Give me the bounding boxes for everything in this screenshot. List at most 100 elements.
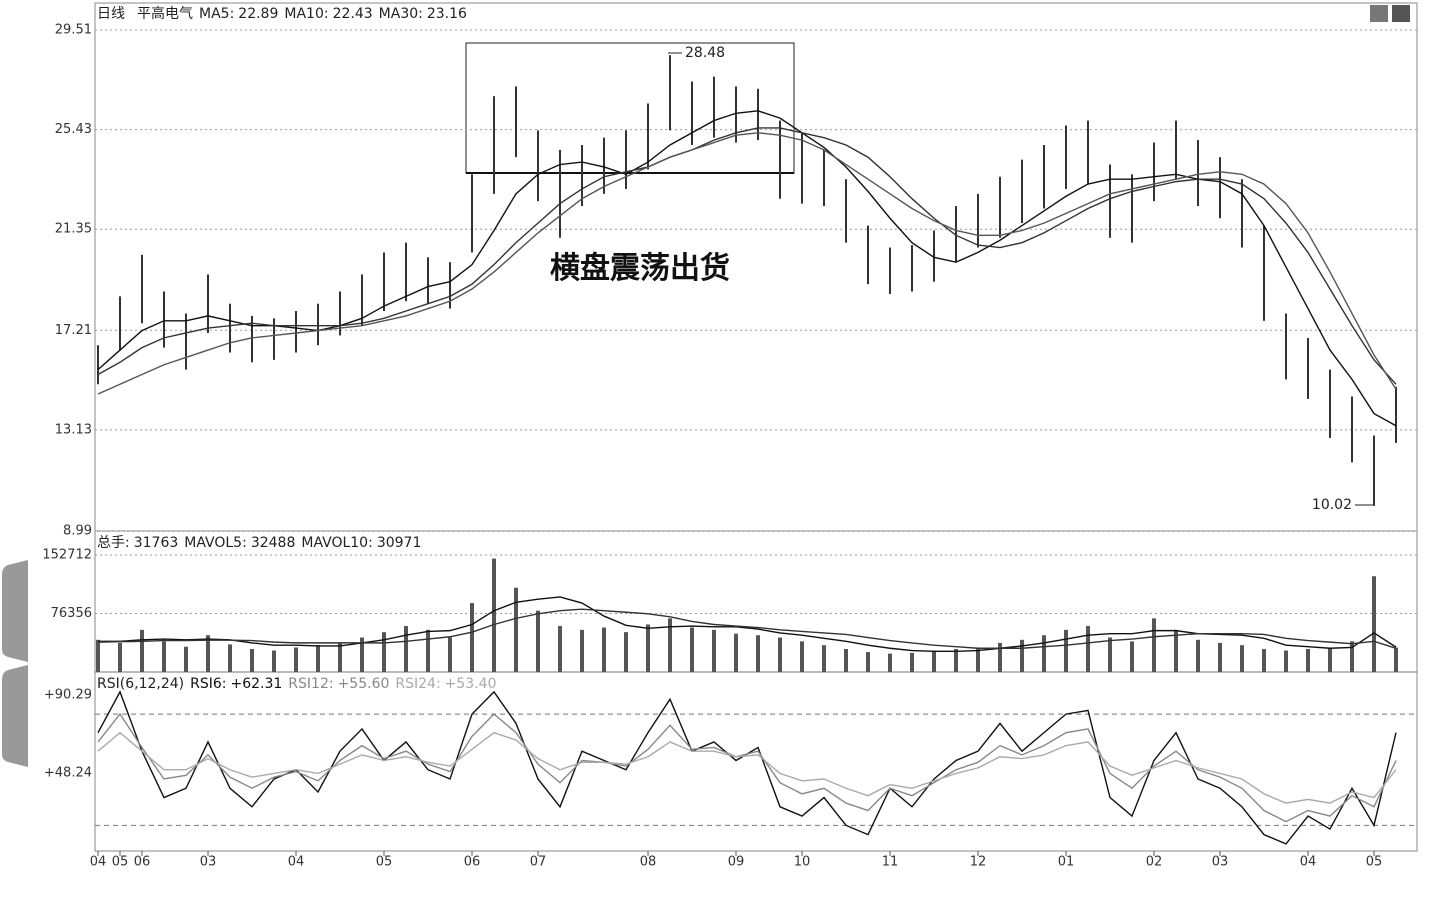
volume-bar: [1218, 642, 1222, 672]
volume-bar: [426, 629, 430, 672]
x-tick-label: 04: [288, 855, 305, 870]
volume-bar: [690, 627, 694, 672]
volume-bar: [844, 649, 848, 672]
readout-text: MA10:: [284, 6, 328, 22]
readout-text: MAVOL5:: [184, 535, 247, 551]
volume-bar: [1240, 645, 1244, 672]
x-tick-label: 12: [970, 855, 987, 870]
volume-bar: [1020, 639, 1024, 672]
y-tick-label: 17.21: [55, 323, 92, 338]
volume-bar: [1042, 635, 1046, 672]
volume-bar: [998, 642, 1002, 672]
volume-bar: [404, 626, 408, 672]
volume-bar: [1152, 618, 1156, 672]
volume-bar: [624, 632, 628, 672]
volume-bar: [1328, 647, 1332, 672]
volume-bar: [360, 637, 364, 672]
volume-bar: [470, 603, 474, 672]
readout-text: +62.31: [230, 676, 282, 692]
series-line: [97, 731, 1397, 804]
volume-bar: [514, 587, 518, 672]
volume-bar: [954, 649, 958, 672]
volume-bar: [118, 642, 122, 672]
volume-bar: [1174, 629, 1178, 672]
y-tick-label: 21.35: [55, 222, 92, 237]
volume-bar: [1350, 641, 1354, 672]
readout-text: RSI(6,12,24): [97, 676, 184, 692]
readout-text: 平高电气: [137, 5, 193, 22]
series-line: [97, 110, 1397, 427]
volume-bar: [888, 653, 892, 672]
x-tick-label: 03: [1212, 855, 1229, 870]
volume-bar: [1262, 649, 1266, 672]
readout-text: MA30:: [379, 6, 423, 22]
volume-bar: [1284, 650, 1288, 672]
volume-bar: [338, 642, 342, 672]
readout-text: RSI6:: [190, 676, 226, 692]
volume-bar: [382, 632, 386, 672]
volume-bar: [778, 637, 782, 672]
readout-text: 总手:: [97, 535, 130, 551]
y-tick-label: 152712: [42, 548, 92, 563]
side-tab[interactable]: [2, 560, 28, 662]
x-tick-label: 10: [794, 855, 811, 870]
volume-bar: [206, 635, 210, 672]
x-tick-label: 01: [1058, 855, 1075, 870]
volume-bar: [294, 647, 298, 672]
y-tick-label: 13.13: [55, 422, 92, 437]
readout-text: MAVOL10:: [301, 535, 372, 551]
y-tick-label: +48.24: [44, 765, 92, 780]
x-tick-label: 05: [1366, 855, 1383, 870]
readout-text: RSI24:: [395, 676, 440, 692]
y-tick-label: 76356: [51, 606, 92, 621]
y-tick-label: +90.29: [44, 688, 92, 703]
series-line: [97, 690, 1397, 845]
side-tab[interactable]: [2, 665, 28, 767]
frame: [94, 2, 1418, 852]
y-tick-label: 29.51: [55, 23, 92, 38]
volume-bar: [1196, 639, 1200, 672]
annotation: 横盘震荡出货: [550, 251, 730, 286]
volume-bar: [822, 645, 826, 672]
readout-text: RSI12:: [288, 676, 333, 692]
readout: 日线 平高电气 MA5: 22.89 MA10: 22.43 MA30: 23.16: [97, 5, 467, 22]
icon-button[interactable]: [1392, 5, 1410, 22]
series-line: [97, 608, 1397, 649]
x-tick-label: 06: [134, 855, 151, 870]
series-line: [97, 712, 1397, 823]
volume-bar: [910, 652, 914, 672]
volume-bar: [228, 644, 232, 672]
min-label: 10.02: [1312, 497, 1352, 513]
series-line: [97, 127, 1397, 385]
readout-text: 31763: [134, 535, 179, 551]
volume-bar: [1306, 649, 1310, 672]
icon-button[interactable]: [1370, 5, 1388, 22]
readout-text: +53.40: [445, 676, 497, 692]
volume-bar: [668, 618, 672, 672]
volume-bar: [580, 629, 584, 672]
x-tick-label: 03: [200, 855, 217, 870]
volume-bar: [250, 649, 254, 672]
volume-bar: [316, 645, 320, 672]
x-tick-label: 11: [882, 855, 899, 870]
readout-text: 23.16: [427, 6, 467, 22]
x-tick-label: 05: [376, 855, 393, 870]
series-line: [98, 596, 1397, 653]
x-tick-label: 05: [112, 855, 129, 870]
x-tick-label: 09: [728, 855, 745, 870]
volume-bar: [734, 633, 738, 672]
volume-bar: [96, 639, 100, 672]
volume-bar: [932, 650, 936, 672]
volume-bar: [866, 652, 870, 672]
y-tick-label: 8.99: [63, 524, 92, 539]
volume-bar: [1394, 647, 1398, 672]
volume-bar: [1130, 641, 1134, 672]
volume-bar: [602, 627, 606, 672]
volume-bar: [756, 635, 760, 672]
x-tick-label: 02: [1146, 855, 1163, 870]
x-tick-label: 06: [464, 855, 481, 870]
volume-bar: [646, 624, 650, 672]
volume-bar: [558, 626, 562, 672]
